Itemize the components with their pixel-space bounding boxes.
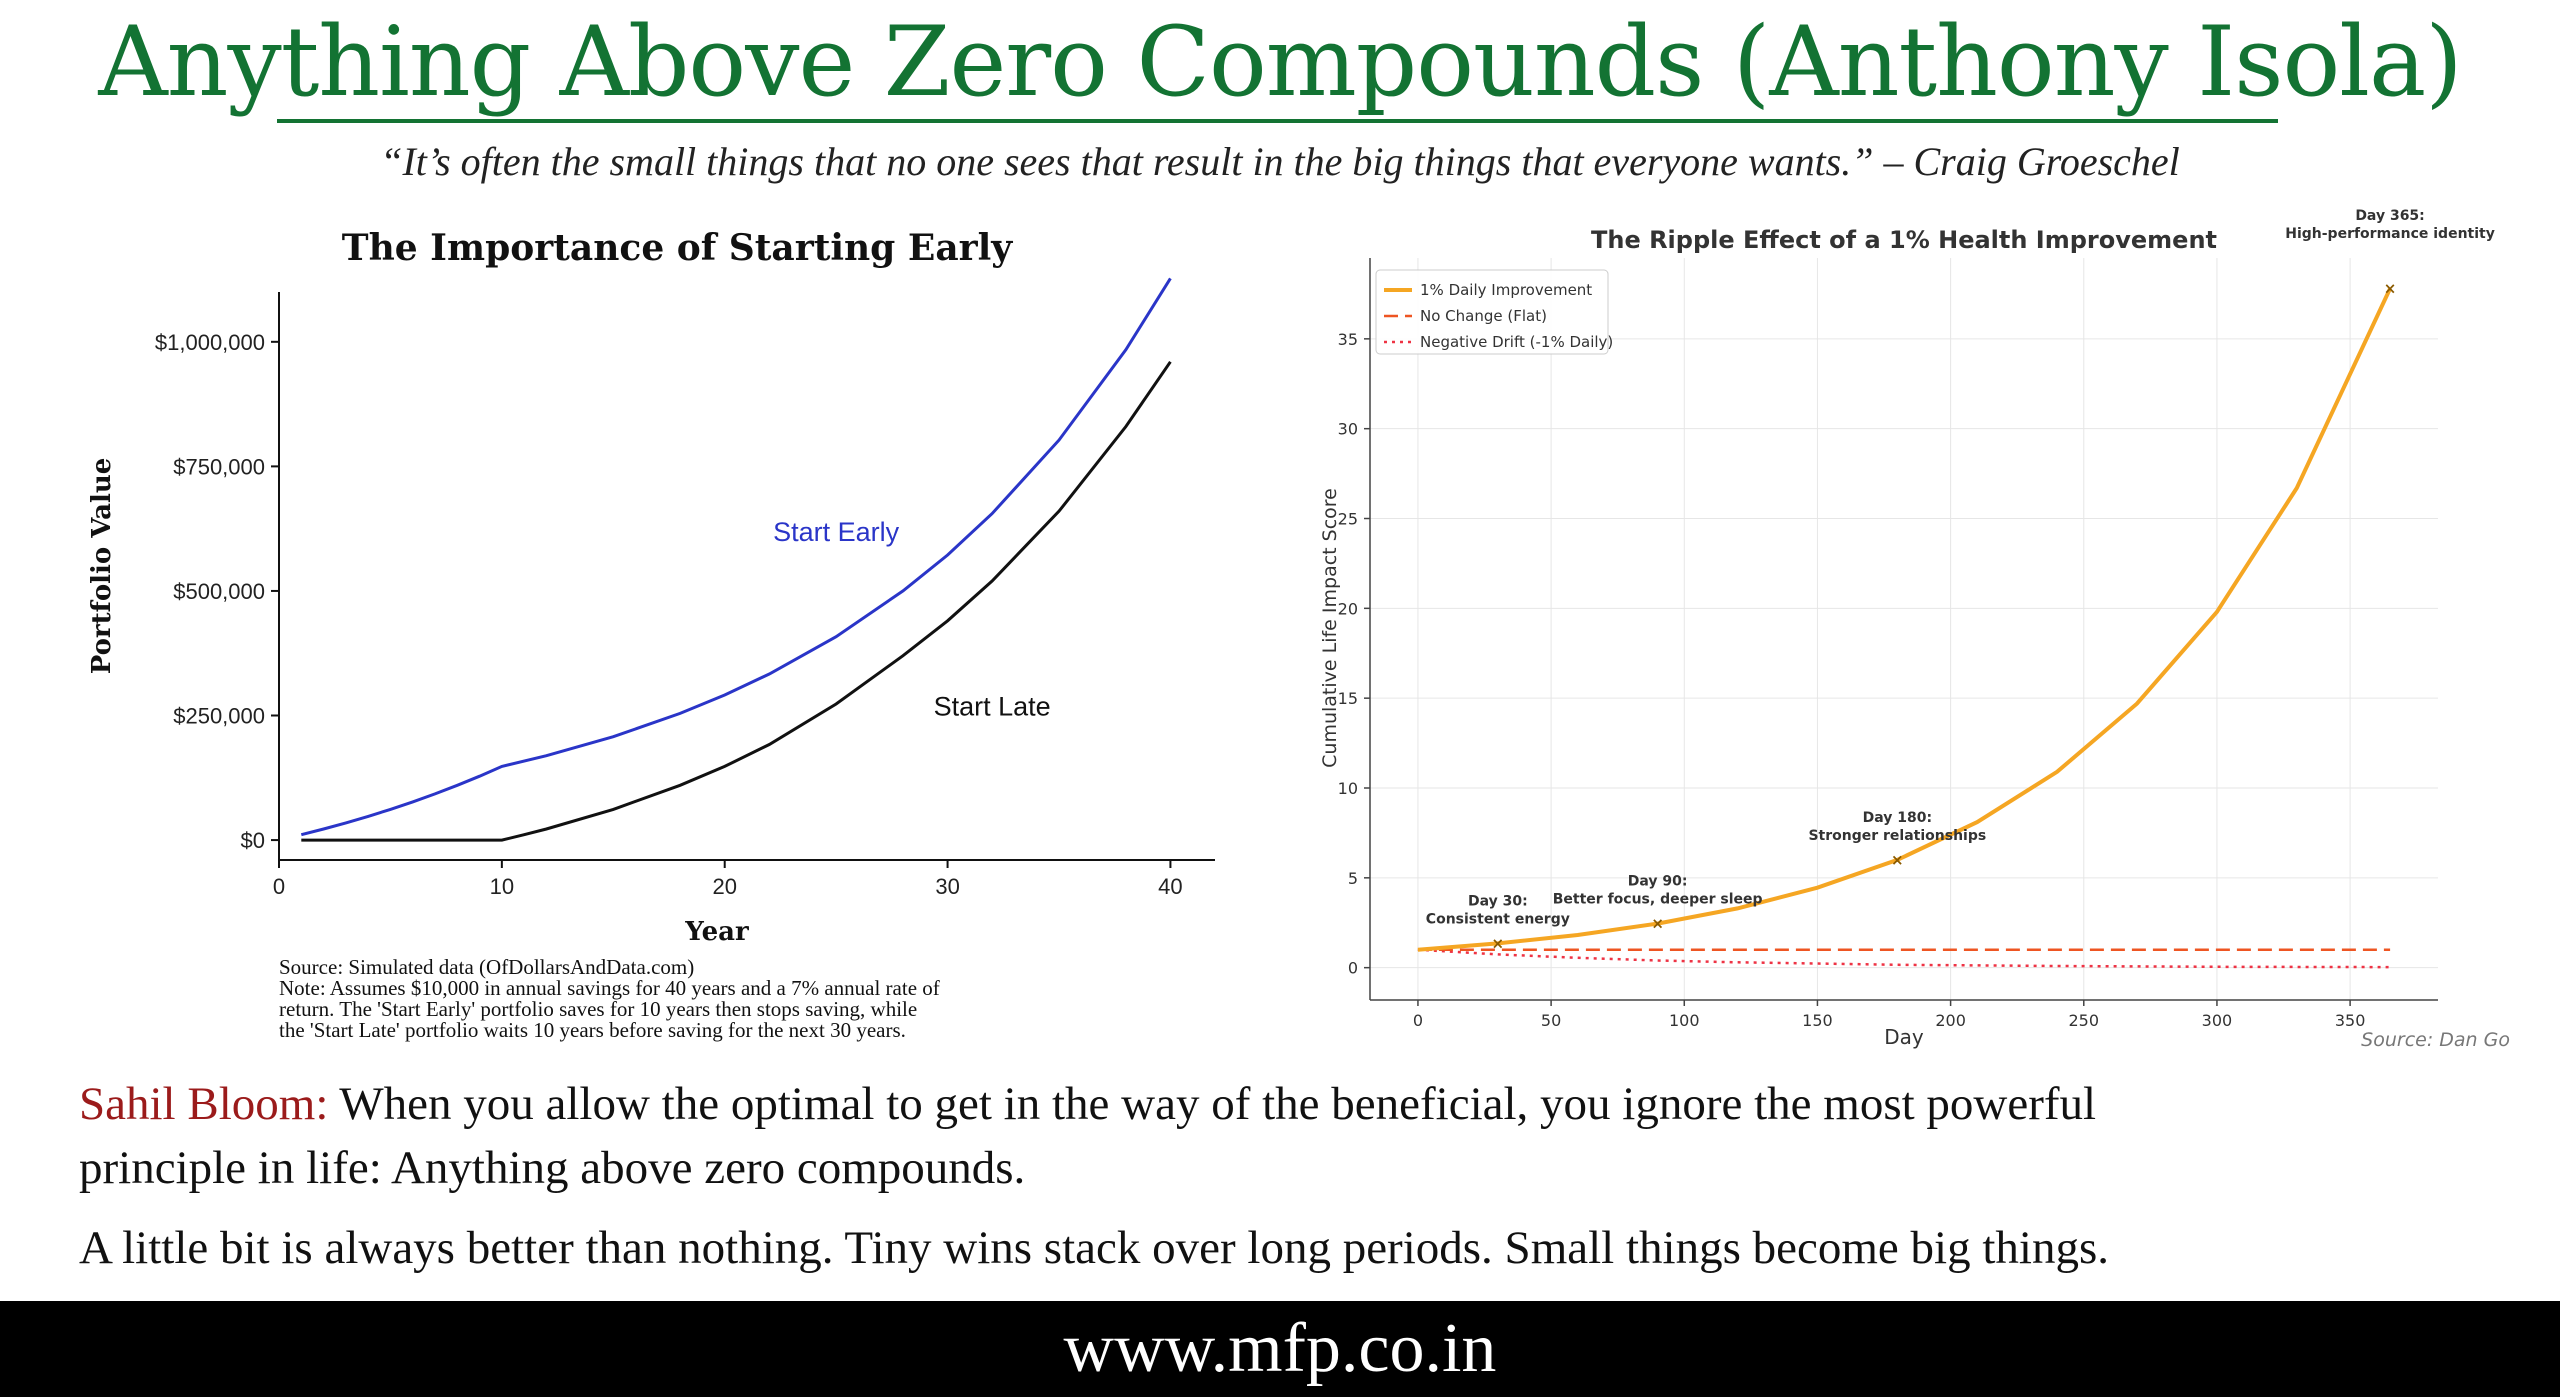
health-improvement-chart: The Ripple Effect of a 1% Health Improve… bbox=[1319, 208, 2510, 1051]
legend-entry: Negative Drift (-1% Daily) bbox=[1420, 333, 1613, 351]
quote-line-2: principle in life: Anything above zero c… bbox=[79, 1142, 1026, 1194]
summary-line: A little bit is always better than nothi… bbox=[79, 1222, 2109, 1274]
legend-box bbox=[1375, 269, 1609, 355]
y-tick-label: 30 bbox=[1338, 420, 1358, 439]
series-line-start-early bbox=[300, 277, 1172, 837]
x-tick-label: 30 bbox=[935, 874, 959, 899]
annotation-marker: × bbox=[1891, 851, 1904, 869]
series-line-solid bbox=[1417, 287, 2392, 952]
starting-early-chart: The Importance of Starting Early $0 $250,0… bbox=[87, 227, 1215, 947]
note-line-1: Note: Assumes $10,000 in annual savings … bbox=[279, 976, 940, 1000]
annotation-label: Day 90: bbox=[1628, 874, 1688, 890]
x-axis-label: Day bbox=[1884, 1025, 1924, 1049]
x-tick-label: 50 bbox=[1541, 1011, 1561, 1030]
y-tick-label: $250,000 bbox=[173, 704, 265, 729]
y-tick-label: 15 bbox=[1338, 689, 1358, 708]
y-tick-label: $500,000 bbox=[173, 579, 265, 604]
series-line-start-late bbox=[301, 360, 1172, 842]
left-chart-source-note: Source: Simulated data (OfDollarsAndData… bbox=[279, 957, 1179, 1041]
y-tick-label: 10 bbox=[1338, 779, 1358, 798]
series-line-dotted bbox=[1417, 948, 2391, 969]
y-tick-label: 35 bbox=[1338, 330, 1358, 349]
annotation-label: Day 180: bbox=[1863, 810, 1932, 826]
x-tick-label: 10 bbox=[490, 874, 514, 899]
y-tick-label: 5 bbox=[1348, 869, 1358, 888]
x-axis-label: Year bbox=[684, 917, 749, 947]
x-tick-label: 40 bbox=[1158, 874, 1182, 899]
annotation-label: Day 365: bbox=[2355, 208, 2424, 224]
y-tick-label: $1,000,000 bbox=[155, 330, 265, 355]
annotation-marker: × bbox=[1651, 915, 1664, 933]
annotation-label: Day 30: bbox=[1468, 893, 1528, 909]
y-axis-label: Portfolio Value bbox=[87, 458, 117, 675]
annotation-label: Better focus, deeper sleep bbox=[1553, 892, 1763, 908]
legend-entry: 1% Daily Improvement bbox=[1420, 281, 1592, 299]
annotation-marker: × bbox=[2384, 280, 2397, 298]
y-axis-label: Cumulative Life Impact Score bbox=[1319, 488, 1341, 768]
x-tick-label: 250 bbox=[2069, 1011, 2100, 1030]
speaker-name: Sahil Bloom: bbox=[79, 1078, 329, 1130]
chart-source: Source: Dan Go bbox=[2361, 1029, 2510, 1051]
bloom-quote: Sahil Bloom: When you allow the optimal … bbox=[79, 1072, 2499, 1200]
note-line-3: the 'Start Late' portfolio waits 10 year… bbox=[279, 1018, 906, 1042]
footer-bar: www.mfp.co.in bbox=[0, 1301, 2560, 1397]
x-tick-label: 350 bbox=[2335, 1011, 2366, 1030]
legend-entry: No Change (Flat) bbox=[1420, 307, 1547, 325]
y-tick-label: $750,000 bbox=[173, 454, 265, 479]
x-tick-label: 200 bbox=[1935, 1011, 1966, 1030]
note-line-2: return. The 'Start Early' portfolio save… bbox=[279, 997, 918, 1021]
website-link[interactable]: www.mfp.co.in bbox=[1063, 1310, 1497, 1387]
title-underline bbox=[277, 119, 2278, 123]
x-tick-label: 300 bbox=[2202, 1011, 2233, 1030]
annotation-label: Stronger relationships bbox=[1808, 828, 1986, 844]
quote-line-1: When you allow the optimal to get in the… bbox=[328, 1078, 2097, 1130]
source-line: Source: Simulated data (OfDollarsAndData… bbox=[279, 955, 695, 979]
x-tick-label: 20 bbox=[712, 874, 736, 899]
x-tick-label: 150 bbox=[1802, 1011, 1833, 1030]
annotation-marker: × bbox=[1492, 934, 1505, 952]
y-tick-label: $0 bbox=[241, 828, 265, 853]
annotation-label: Consistent energy bbox=[1426, 911, 1570, 927]
page-title: Anything Above Zero Compounds (Anthony I… bbox=[98, 6, 2462, 118]
series-label: Start Early bbox=[773, 517, 900, 547]
annotation-label: High-performance identity bbox=[2285, 226, 2495, 242]
x-tick-label: 0 bbox=[1413, 1011, 1423, 1030]
chart-title: The Importance of Starting Early bbox=[342, 227, 1014, 269]
y-tick-label: 0 bbox=[1348, 959, 1358, 978]
chart-title: The Ripple Effect of a 1% Health Improve… bbox=[1591, 226, 2217, 254]
quote: “It’s often the small things that no one… bbox=[380, 139, 2180, 184]
x-tick-label: 100 bbox=[1669, 1011, 1700, 1030]
y-tick-label: 25 bbox=[1338, 510, 1358, 529]
y-tick-label: 20 bbox=[1338, 599, 1358, 618]
x-tick-label: 0 bbox=[273, 874, 285, 899]
series-label: Start Late bbox=[934, 692, 1051, 722]
